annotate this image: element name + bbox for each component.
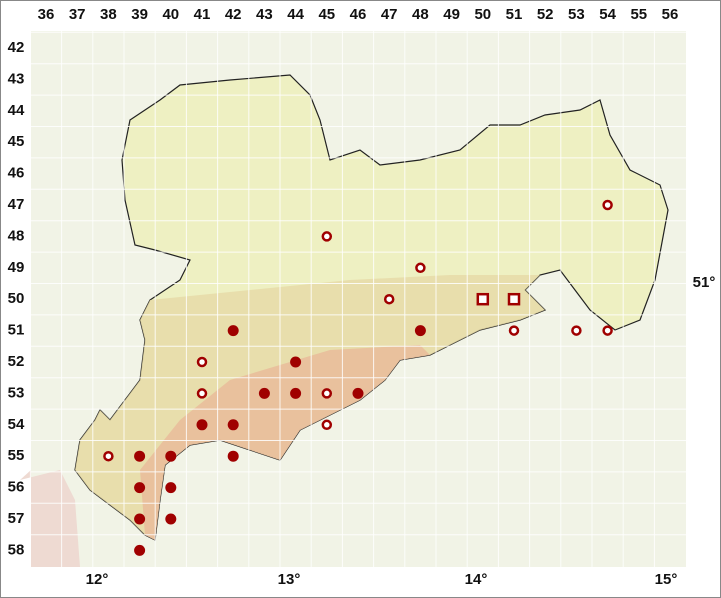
- row-label: 44: [8, 102, 25, 119]
- record-circle: [196, 388, 208, 399]
- row-label: 42: [8, 39, 25, 56]
- record-dot: [227, 325, 239, 337]
- record-circle: [508, 325, 520, 336]
- longitude-label: 12°: [86, 571, 109, 588]
- row-label: 51: [8, 322, 25, 339]
- record-dot: [165, 482, 177, 494]
- record-circle: [571, 325, 582, 336]
- record-dot: [134, 544, 146, 556]
- row-label: 48: [8, 227, 25, 244]
- column-label: 51: [506, 6, 523, 23]
- row-label: 57: [8, 510, 25, 527]
- grid: [29, 31, 686, 567]
- record-dot: [165, 450, 177, 462]
- row-label: 52: [8, 353, 25, 370]
- column-label: 36: [38, 6, 55, 23]
- row-label: 43: [8, 70, 25, 87]
- row-label: 58: [8, 541, 25, 558]
- row-label: 45: [8, 133, 25, 150]
- record-dot: [290, 356, 302, 368]
- record-dot: [134, 482, 146, 494]
- column-label: 40: [162, 6, 179, 23]
- column-label: 39: [131, 6, 148, 23]
- record-circle: [196, 356, 208, 368]
- record-dot: [352, 387, 364, 399]
- record-dot: [165, 513, 177, 525]
- row-label: 47: [8, 196, 25, 213]
- column-label: 55: [630, 6, 647, 23]
- record-square: [507, 292, 521, 306]
- record-circle: [602, 325, 613, 336]
- column-label: 46: [350, 6, 367, 23]
- row-label: 55: [8, 447, 25, 464]
- relief: [20, 470, 80, 567]
- row-label: 56: [8, 479, 25, 496]
- record-circle: [103, 450, 114, 462]
- longitude-label: 15°: [655, 571, 678, 588]
- column-label: 43: [256, 6, 273, 23]
- column-label: 53: [568, 6, 585, 23]
- record-square: [476, 292, 490, 306]
- column-label: 56: [662, 6, 679, 23]
- record-dot: [258, 387, 270, 399]
- record-dot: [414, 325, 426, 337]
- records: [103, 199, 613, 556]
- record-circle: [321, 388, 333, 399]
- row-label: 53: [8, 384, 25, 401]
- longitude-label: 13°: [278, 571, 301, 588]
- row-label: 49: [8, 259, 25, 276]
- column-label: 44: [287, 6, 304, 23]
- column-label: 47: [381, 6, 398, 23]
- record-circle: [602, 199, 613, 211]
- record-circle: [383, 293, 395, 305]
- column-label: 41: [194, 6, 211, 23]
- record-dot: [196, 419, 208, 431]
- column-label: 52: [537, 6, 554, 23]
- row-label: 54: [8, 416, 25, 433]
- column-label: 38: [100, 6, 117, 23]
- column-label: 48: [412, 6, 429, 23]
- column-label: 50: [474, 6, 491, 23]
- record-circle: [321, 231, 333, 242]
- record-dot: [227, 450, 239, 462]
- longitude-label: 14°: [465, 571, 488, 588]
- column-label: 42: [225, 6, 242, 23]
- column-label: 54: [599, 6, 616, 23]
- row-label: 46: [8, 165, 25, 182]
- labels: 36 37 38 39 40 41 42 43 44 45 46 47 48 49 50 51 52 53 54 55…: [8, 6, 716, 588]
- record-dot: [290, 387, 302, 399]
- record-circle: [415, 262, 426, 274]
- record-dot: [227, 419, 239, 431]
- column-label: 49: [443, 6, 460, 23]
- column-label: 45: [318, 6, 335, 23]
- row-label: 50: [8, 290, 25, 307]
- latitude-label: 51°: [693, 274, 716, 291]
- record-dot: [134, 450, 146, 462]
- column-label: 37: [69, 6, 86, 23]
- record-circle: [321, 419, 333, 431]
- record-dot: [134, 513, 146, 525]
